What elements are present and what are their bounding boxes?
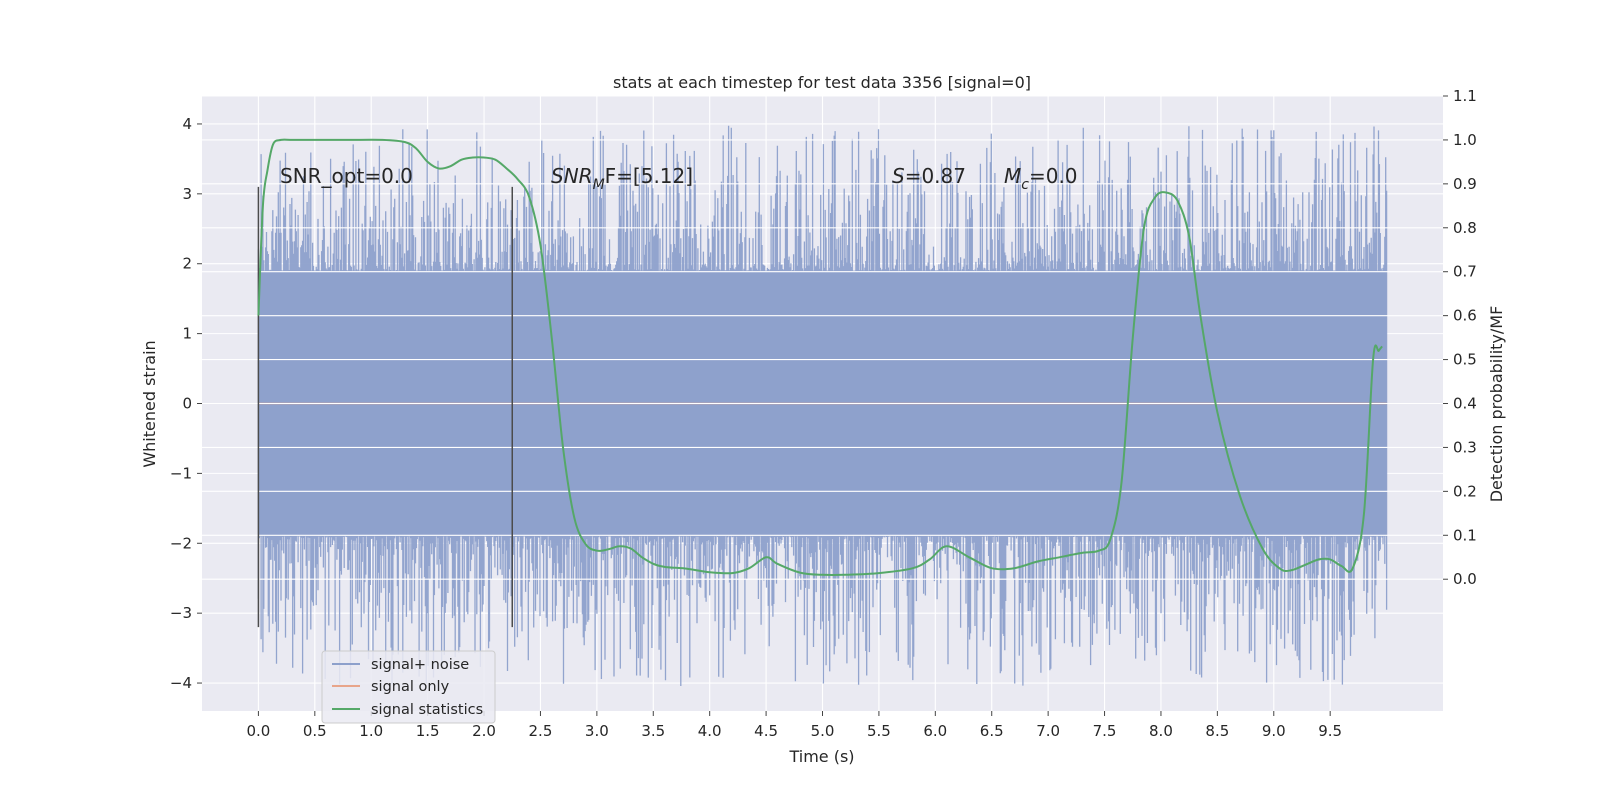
right-tick-label: 0.9 — [1453, 175, 1477, 193]
x-axis-ticks: 0.0 0.5 1.0 1.5 2.0 2.5 3.0 3.5 4.0 4.5 5.0 5.5 6.0 6… — [246, 711, 1342, 740]
legend-box — [321, 650, 496, 724]
x-tick-label: 1.0 — [359, 722, 383, 740]
x-tick-label: 0.5 — [303, 722, 327, 740]
x-tick-label: 0.0 — [246, 722, 270, 740]
legend-label-signal-noise: signal+ noise — [371, 657, 469, 673]
x-tick-label: 2.5 — [529, 722, 553, 740]
y-tick-label: 2 — [182, 255, 192, 273]
right-axis-label: Detection probability/MF — [1487, 306, 1506, 503]
legend-label-signal-statistics: signal statistics — [371, 702, 483, 718]
x-tick-label: 8.0 — [1149, 722, 1173, 740]
y-tick-label: 3 — [182, 185, 192, 203]
right-tick-label: 0.7 — [1453, 263, 1477, 281]
right-tick-label: 0.1 — [1453, 526, 1477, 544]
annotation-snr-mf: SNRMF=[5.12] — [551, 164, 693, 193]
legend-label-signal-only: signal only — [371, 679, 450, 695]
legend: signal+ noise signal only signal statist… — [321, 650, 496, 724]
x-tick-label: 9.0 — [1262, 722, 1286, 740]
signal-statistics-line — [257, 138, 1383, 577]
right-axis-gridlines — [202, 95, 1443, 580]
y-tick-label: −4 — [170, 674, 192, 692]
right-tick-label: 1.0 — [1453, 131, 1477, 149]
x-axis-label: Time (s) — [788, 747, 854, 766]
snr-mf-main: SNR — [551, 164, 593, 188]
snr-mf-rest: F=[5.12] — [605, 164, 693, 188]
y-tick-label: 0 — [182, 395, 192, 413]
right-tick-label: 0.8 — [1453, 219, 1477, 237]
mc-var: M — [1004, 164, 1021, 188]
y-tick-label: 4 — [182, 115, 192, 133]
x-tick-label: 6.0 — [923, 722, 947, 740]
right-tick-label: 0.5 — [1453, 351, 1477, 369]
x-tick-label: 2.0 — [472, 722, 496, 740]
s-var: S — [892, 164, 905, 188]
x-tick-label: 5.0 — [811, 722, 835, 740]
right-tick-label: 0.6 — [1453, 307, 1477, 325]
snr-mf-sub: M — [593, 177, 605, 193]
annotation-snr-opt: SNR_opt=0.0 — [280, 164, 413, 188]
mc-sub: c — [1021, 177, 1029, 193]
mc-val: =0.0 — [1029, 164, 1078, 188]
annotations: SNR_opt=0.0 SNRMF=[5.12] S=0.87 Mc=0.0 — [280, 164, 1078, 193]
right-tick-label: 0.2 — [1453, 482, 1477, 500]
x-tick-label: 5.5 — [867, 722, 891, 740]
x-tick-label: 7.0 — [1036, 722, 1060, 740]
y-tick-label: 1 — [182, 325, 192, 343]
y-tick-label: −3 — [170, 604, 192, 622]
x-tick-label: 4.5 — [754, 722, 778, 740]
annotation-mc: Mc=0.0 — [1004, 164, 1078, 193]
right-tick-label: 0.4 — [1453, 395, 1477, 413]
right-axis-ticks: 1.1 1.0 0.9 0.8 0.7 0.6 0.5 0.4 0.3 0.2 0.1 0.0 — [1443, 87, 1477, 588]
vertical-markers — [257, 186, 513, 628]
x-tick-label: 6.5 — [980, 722, 1004, 740]
y-tick-label: −2 — [170, 534, 192, 552]
x-tick-label: 3.0 — [585, 722, 609, 740]
y-axis-label: Whitened strain — [140, 340, 159, 467]
x-tick-label: 3.5 — [641, 722, 665, 740]
x-tick-label: 8.5 — [1205, 722, 1229, 740]
x-tick-label: 9.5 — [1318, 722, 1342, 740]
x-tick-label: 1.5 — [416, 722, 440, 740]
y-tick-label: −1 — [170, 464, 192, 482]
right-tick-label: 0.3 — [1453, 438, 1477, 456]
x-tick-label: 7.5 — [1093, 722, 1117, 740]
right-tick-label: 0.0 — [1453, 570, 1477, 588]
annotation-s: S=0.87 — [892, 164, 966, 188]
right-tick-label: 1.1 — [1453, 87, 1477, 105]
x-tick-label: 4.0 — [698, 722, 722, 740]
chart-title: stats at each timestep for test data 335… — [613, 73, 1031, 92]
s-val: =0.87 — [905, 164, 966, 188]
y-axis-ticks: 4 3 2 1 0 −1 −2 −3 −4 — [170, 115, 202, 692]
